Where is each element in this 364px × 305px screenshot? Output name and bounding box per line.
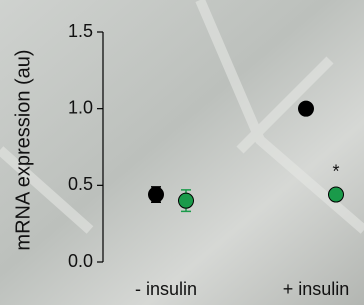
y-tick-label: 0.0 [68,251,93,271]
point [179,193,194,208]
x-tick-label: - insulin [135,279,197,299]
y-axis-title: mRNA expression (au) [12,49,34,250]
page: mRNA expression (au) 0.0 0.5 1.0 1.5 - insul… [0,0,364,305]
point [149,187,164,202]
point [299,101,314,116]
x-tick-label: + insulin [283,279,350,299]
annotation: * [332,161,339,181]
point [329,187,344,202]
y-tick-label: 1.5 [68,21,93,41]
chart: mRNA expression (au) 0.0 0.5 1.0 1.5 - insul… [0,0,364,305]
y-tick-label: 0.5 [68,174,93,194]
background [0,0,364,305]
y-tick-label: 1.0 [68,97,93,117]
